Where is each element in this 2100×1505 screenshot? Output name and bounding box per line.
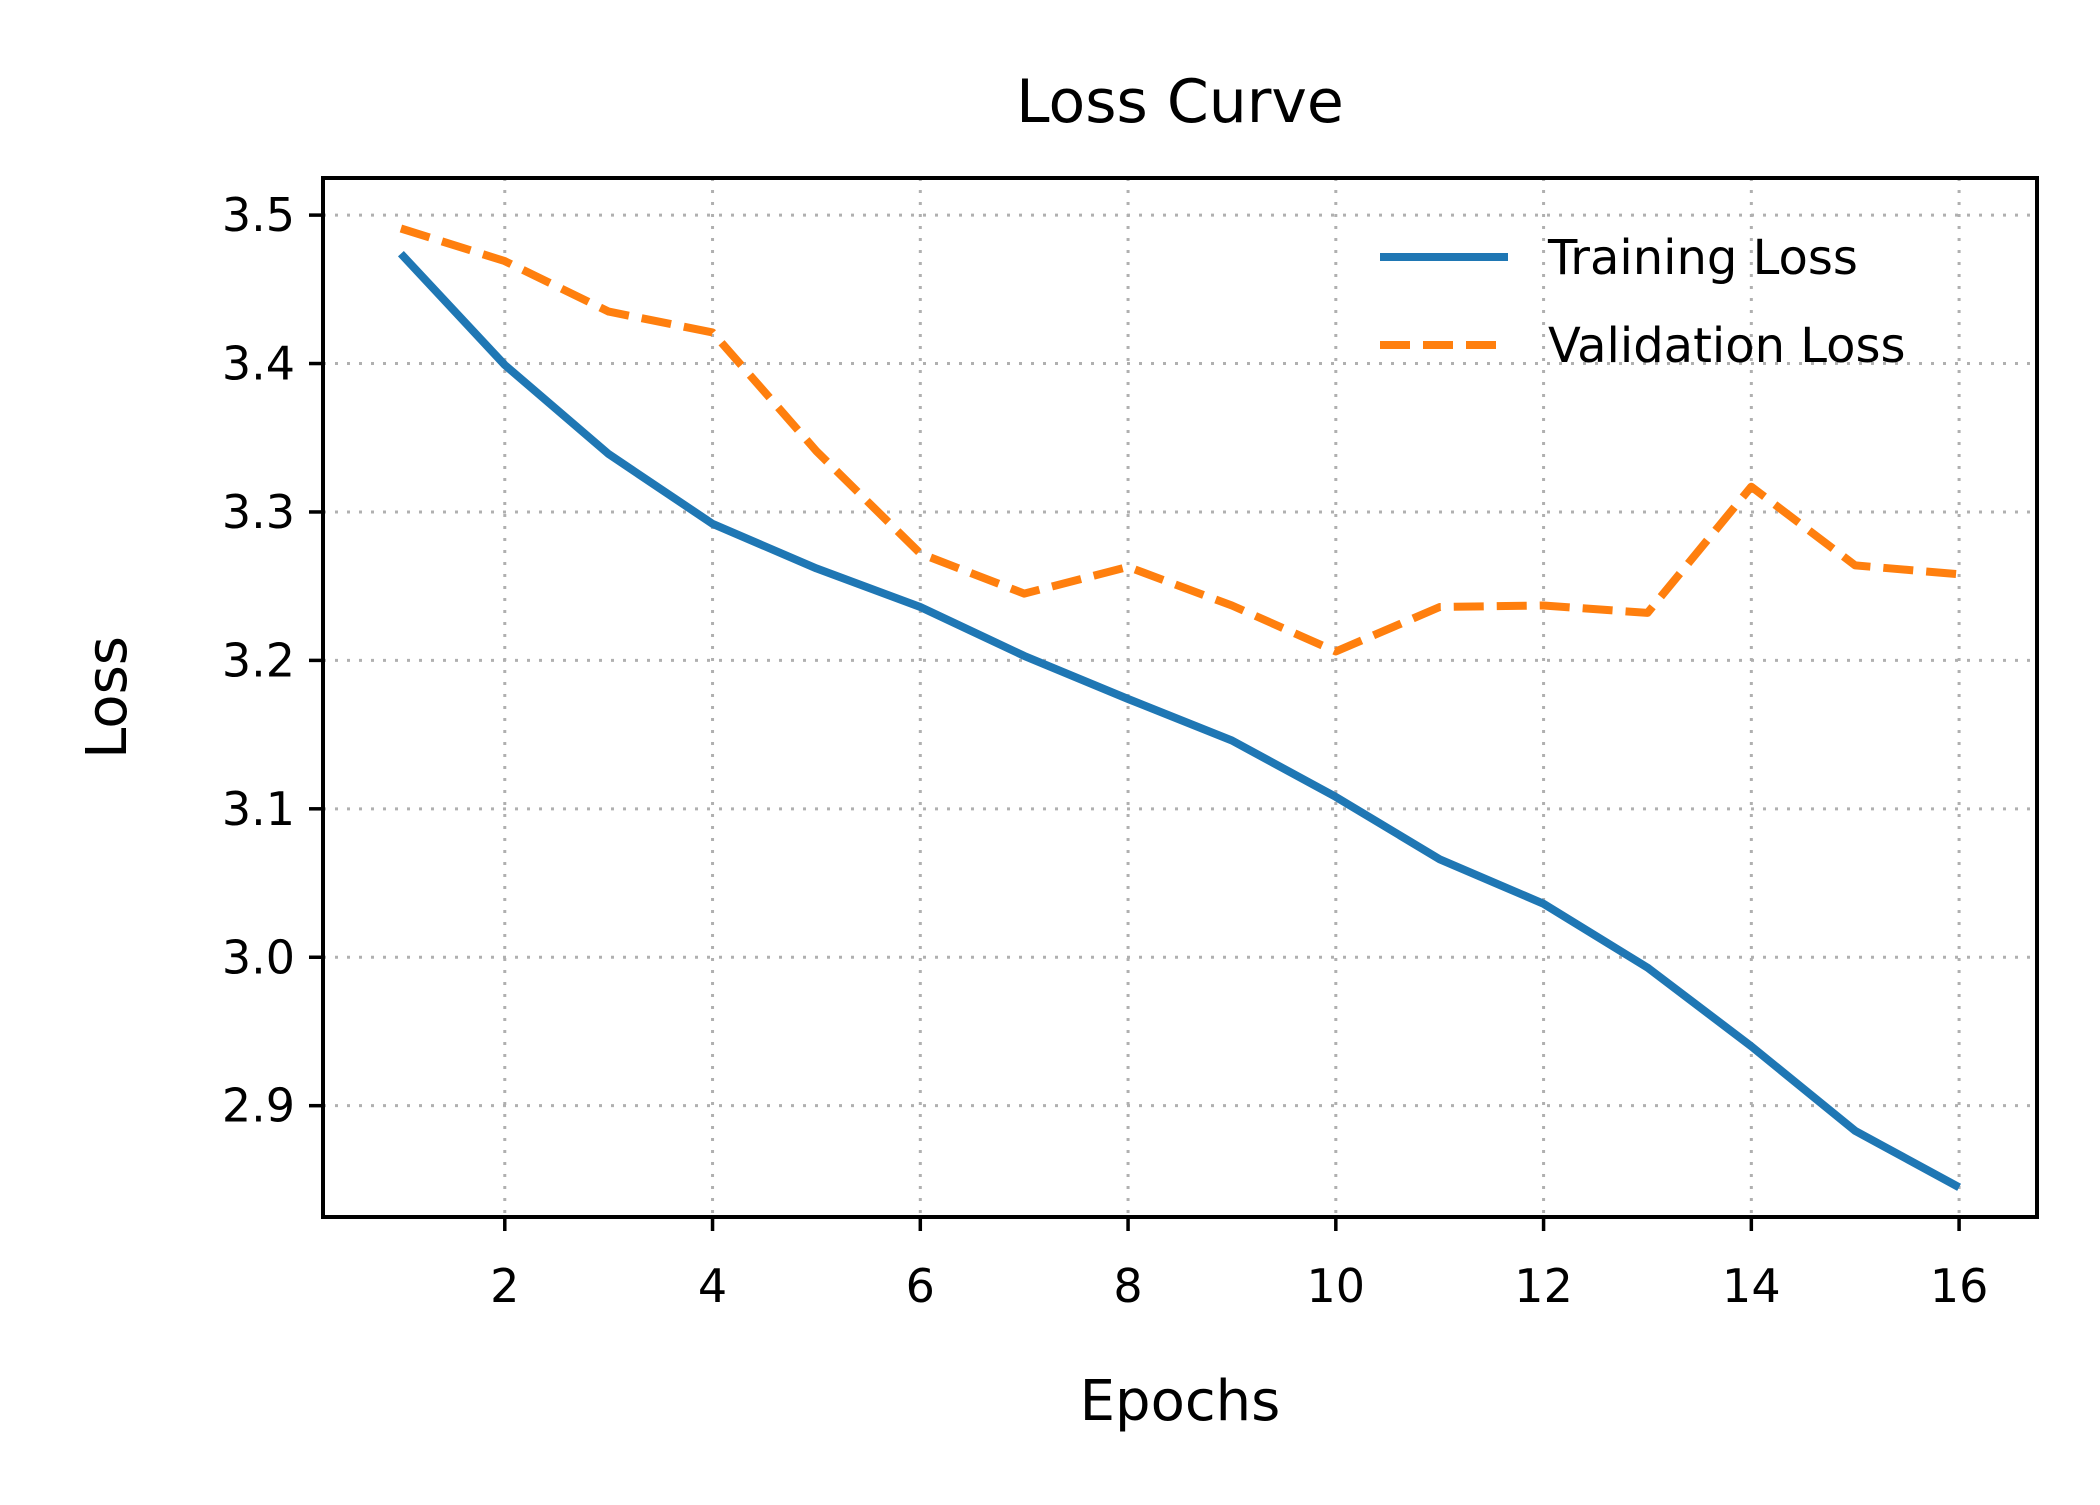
series-layer: [397, 224, 1962, 1191]
x-axis-label: Epochs: [1080, 1369, 1281, 1434]
ticks-layer: 2 4 6 8 10 12 14 16 2.9 3.0 3.1 3.2 3.3 3.4 3.5: [222, 188, 1989, 1313]
series-line-training-loss: [397, 250, 1962, 1191]
y-tick-label: 2.9: [222, 1079, 295, 1133]
series-line-validation-loss: [399, 224, 1960, 656]
x-tick-label: 16: [1930, 1259, 1989, 1313]
legend-label-validation-loss: Validation Loss: [1548, 318, 1906, 374]
x-tick-label: 6: [906, 1259, 935, 1313]
x-tick-label: 10: [1307, 1259, 1366, 1313]
legend-label-training-loss: Training Loss: [1547, 230, 1858, 286]
x-tick-label: 8: [1113, 1259, 1142, 1313]
y-axis-label: Loss: [75, 636, 140, 759]
y-tick-label: 3.1: [222, 782, 295, 836]
y-tick-label: 3.0: [222, 930, 295, 984]
y-tick-label: 3.5: [222, 188, 295, 242]
legend: Training Loss Validation Loss: [1380, 230, 1906, 374]
x-tick-label: 12: [1514, 1259, 1573, 1313]
plot-frame: [321, 176, 2039, 1219]
x-tick-label: 14: [1722, 1259, 1781, 1313]
x-tick-label: 2: [490, 1259, 519, 1313]
x-tick-label: 4: [698, 1259, 727, 1313]
y-tick-label: 3.2: [222, 633, 295, 687]
y-tick-label: 3.3: [222, 485, 295, 539]
chart-title: Loss Curve: [1016, 67, 1344, 137]
y-tick-label: 3.4: [222, 337, 295, 391]
